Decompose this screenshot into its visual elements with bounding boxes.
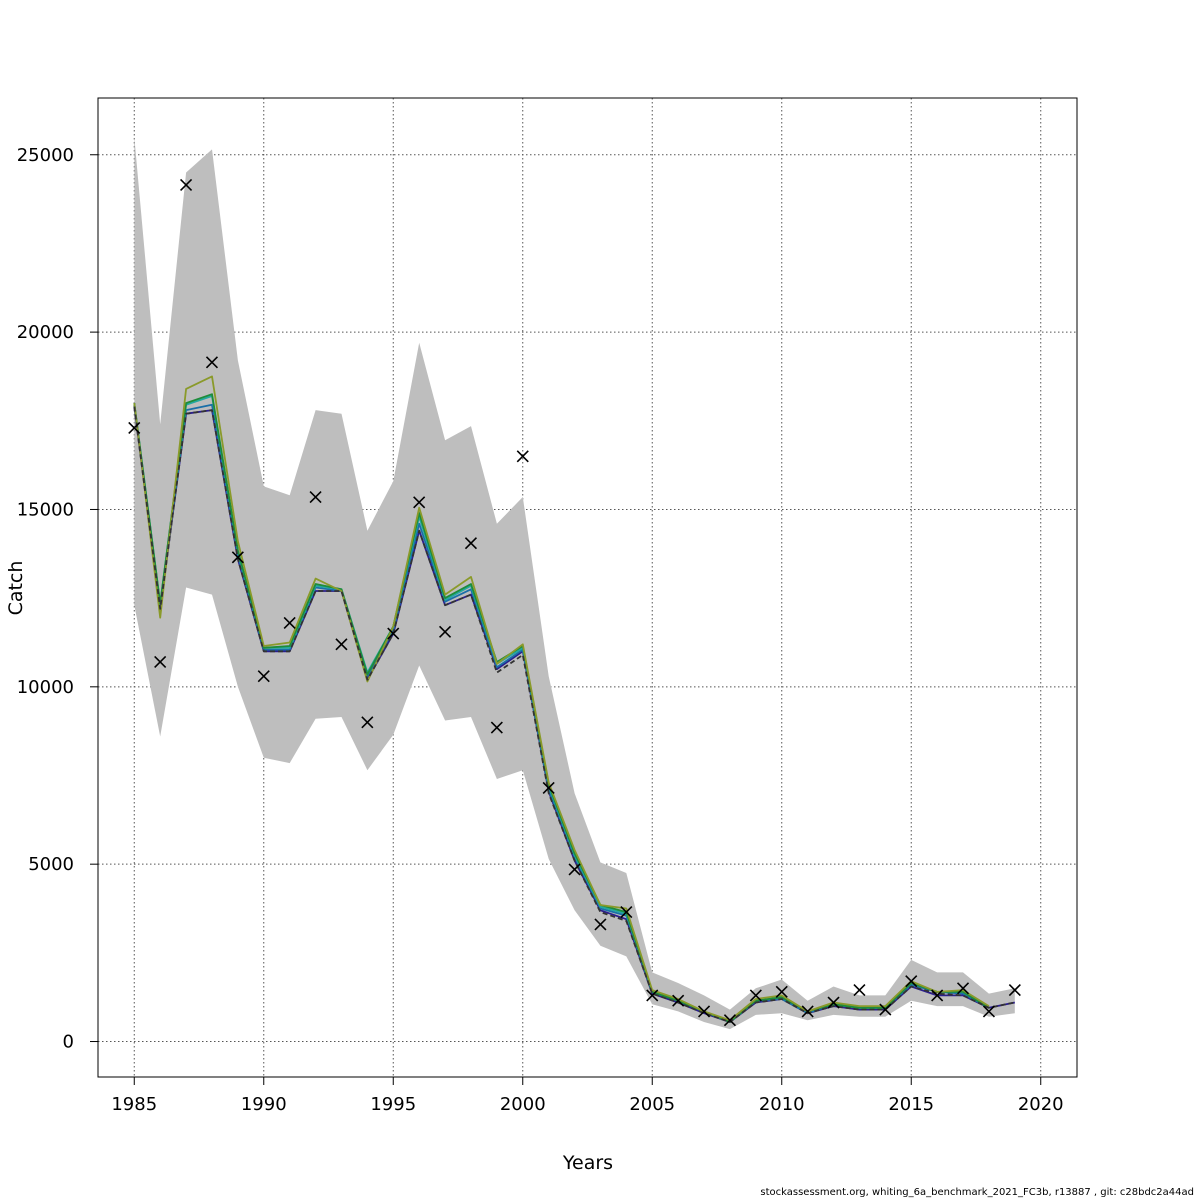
observed-point-1996 — [413, 496, 426, 509]
y-tick-label-0: 0 — [63, 1032, 74, 1053]
observed-point-2014 — [879, 1003, 892, 1016]
plot-frame — [97, 97, 1078, 1078]
observed-point-2004 — [620, 905, 633, 919]
observed-point-1995 — [387, 627, 400, 640]
observed-point-1991 — [283, 616, 296, 630]
series-lines — [133, 375, 1015, 1023]
observed-point-2018 — [982, 1005, 996, 1018]
observed-point-2010 — [775, 985, 788, 998]
observed-point-1987 — [179, 178, 193, 191]
y-axis-title: Catch — [5, 561, 27, 616]
x-tick-label-2020: 2020 — [1018, 1094, 1064, 1115]
x-tick-label-2000: 2000 — [500, 1094, 546, 1115]
observed-point-1988 — [205, 356, 219, 369]
observed-point-2009 — [749, 989, 762, 1002]
series-line-0 — [133, 406, 1015, 1023]
observed-point-2013 — [853, 984, 866, 997]
y-tick-label-5000: 5000 — [28, 854, 74, 875]
observed-point-2003 — [594, 918, 607, 931]
observed-point-2015 — [905, 975, 918, 988]
x-axis-title: Years — [562, 1152, 613, 1174]
observed-point-2019 — [1008, 984, 1021, 997]
observed-point-2017 — [956, 982, 970, 995]
observed-point-2000 — [516, 450, 529, 463]
y-tick-label-10000: 10000 — [17, 677, 74, 698]
x-tick-label-1995: 1995 — [370, 1094, 416, 1115]
footer-note: stockassessment.org, whiting_6a_benchmar… — [760, 1187, 1194, 1198]
x-tick-label-1990: 1990 — [241, 1094, 287, 1115]
observed-point-1998 — [464, 537, 478, 550]
observed-point-1994 — [361, 716, 374, 729]
observed-point-1999 — [490, 721, 503, 734]
observed-point-1990 — [257, 670, 270, 683]
observed-point-1993 — [335, 638, 348, 651]
observed-point-2006 — [672, 994, 685, 1007]
observed-points — [128, 178, 1021, 1027]
series-line-4 — [133, 393, 990, 1023]
observed-point-2016 — [931, 989, 944, 1002]
x-tick-label-2010: 2010 — [759, 1094, 805, 1115]
observed-point-2005 — [646, 989, 659, 1002]
y-tick-label-20000: 20000 — [17, 322, 74, 343]
observed-point-2001 — [542, 781, 555, 794]
y-tick-label-25000: 25000 — [17, 145, 74, 166]
observed-point-1989 — [231, 551, 244, 564]
y-axis: 0 5000 10000 15000 20000 25000 — [17, 145, 98, 1053]
observed-point-2012 — [827, 996, 840, 1009]
y-tick-label-15000: 15000 — [17, 499, 74, 520]
observed-point-1985 — [128, 421, 141, 434]
observed-point-2008 — [723, 1014, 737, 1027]
x-tick-label-1985: 1985 — [111, 1094, 157, 1115]
x-tick-label-2015: 2015 — [888, 1094, 934, 1115]
series-line-5 — [133, 375, 990, 1022]
observed-point-2002 — [568, 863, 581, 876]
confidence-band — [134, 137, 1015, 1030]
observed-point-2007 — [697, 1005, 711, 1018]
observed-point-1992 — [309, 490, 322, 504]
x-axis: 1985 1990 1995 2000 2005 2010 2015 2020 — [111, 1077, 1064, 1115]
observed-point-2011 — [801, 1005, 814, 1018]
x-tick-label-2005: 2005 — [629, 1094, 675, 1115]
observed-point-1997 — [438, 625, 452, 638]
observed-point-1986 — [154, 655, 167, 669]
